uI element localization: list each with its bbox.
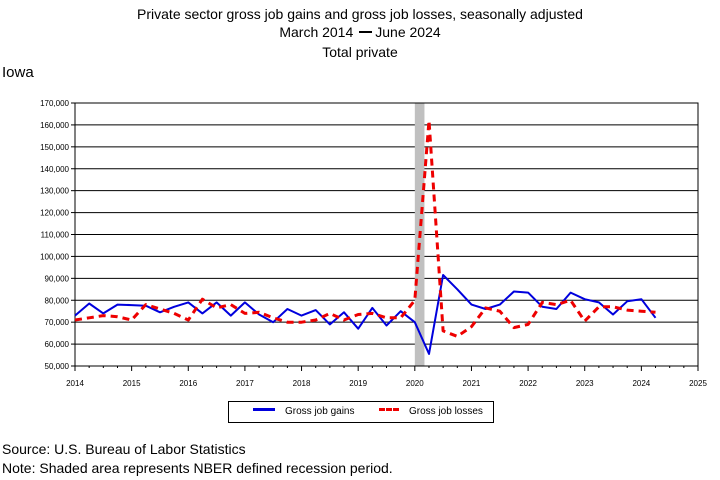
chart-legend: Gross job gains Gross job losses [228, 401, 494, 423]
line-chart: 50,000 60,000 70,000 80,000 90,000 100,000 110… [40, 99, 707, 388]
y-tick-label: 140,000 [40, 165, 69, 174]
y-tick-label: 80,000 [45, 296, 70, 305]
y-tick-label: 120,000 [40, 209, 69, 218]
x-tick-label: 2019 [349, 379, 367, 388]
x-tick-label: 2020 [406, 379, 424, 388]
legend-label-gains: Gross job gains [285, 406, 355, 417]
x-tick-label: 2024 [632, 379, 650, 388]
date-range-end: June 2024 [375, 24, 441, 40]
date-range-start: March 2014 [279, 24, 354, 40]
recession-note: Note: Shaded area represents NBER define… [2, 460, 393, 476]
series-line-gross-job-losses [74, 119, 656, 338]
legend-item-losses: Gross job losses [379, 406, 483, 417]
legend-swatch-losses [379, 407, 399, 411]
x-tick-label: 2021 [463, 379, 481, 388]
x-tick-label: 2015 [123, 379, 141, 388]
y-tick-label: 50,000 [45, 362, 70, 371]
x-tick-label: 2018 [293, 379, 311, 388]
y-tick-label: 110,000 [41, 231, 70, 240]
legend-swatch-gains [253, 407, 275, 411]
date-range-dash [359, 31, 373, 34]
x-tick-label: 2022 [519, 379, 537, 388]
x-tick-label: 2014 [66, 379, 84, 388]
chart-series-label: Total private [322, 44, 398, 60]
x-tick-label: 2016 [179, 379, 197, 388]
series-line-gross-job-gains [74, 274, 657, 355]
chart-date-range: March 2014 June 2024 [0, 23, 720, 41]
chart-title: Private sector gross job gains and gross… [137, 6, 583, 22]
y-tick-label: 70,000 [45, 318, 70, 327]
x-tick-label: 2017 [236, 379, 254, 388]
y-tick-label: 60,000 [45, 340, 70, 349]
y-tick-label: 130,000 [40, 187, 69, 196]
y-tick-label: 160,000 [40, 121, 69, 130]
x-tick-label: 2025 [689, 379, 707, 388]
y-tick-label: 170,000 [40, 99, 69, 108]
y-tick-label: 90,000 [45, 274, 70, 283]
legend-label-losses: Gross job losses [409, 406, 483, 417]
legend-item-gains: Gross job gains [253, 406, 354, 417]
y-tick-label: 100,000 [40, 252, 69, 261]
region-label: Iowa [2, 64, 34, 81]
y-tick-label: 150,000 [40, 143, 69, 152]
x-tick-label: 2023 [576, 379, 594, 388]
source-note: Source: U.S. Bureau of Labor Statistics [2, 441, 246, 457]
